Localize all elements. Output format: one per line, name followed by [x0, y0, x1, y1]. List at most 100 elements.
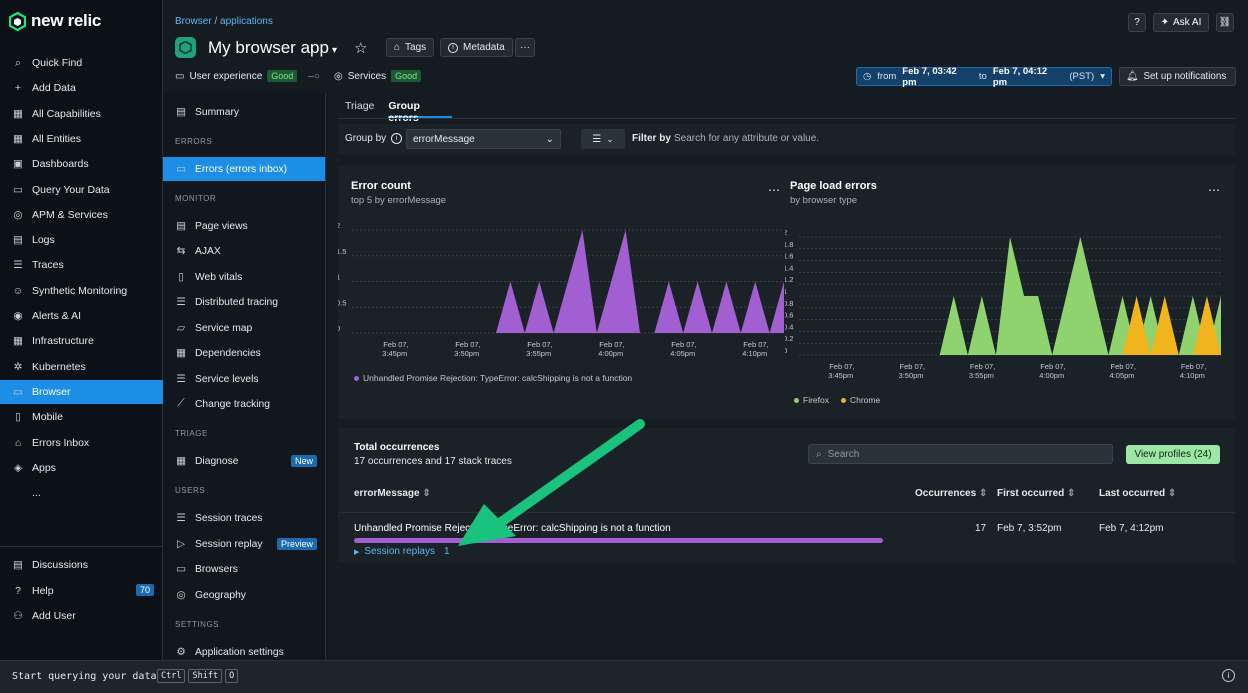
subnav-geography[interactable]: ◎ Geography: [176, 589, 246, 602]
ask-ai-button[interactable]: ✦ Ask AI: [1153, 13, 1209, 32]
nav-item-apm-services[interactable]: ◎ APM & Services: [0, 203, 163, 227]
subnav-service-map[interactable]: ▱ Service map: [163, 316, 325, 340]
column-header-occurrences[interactable]: Occurrences ⇕: [915, 488, 988, 499]
trend-icon: ⟋: [177, 398, 185, 409]
x-tick-label: Feb 07,: [599, 340, 624, 349]
tab-group-errors[interactable]: Group errors: [388, 100, 453, 124]
x-tick-label: Feb 07,: [527, 340, 552, 349]
info-icon[interactable]: i: [1222, 669, 1235, 682]
series-area-firefox[interactable]: [799, 237, 1221, 355]
nav-item-kubernetes[interactable]: ✲ Kubernetes: [0, 355, 163, 379]
filter-options-button[interactable]: ☰ ⌄: [581, 129, 625, 149]
alert-icon: ◉: [13, 310, 23, 322]
tags-button[interactable]: ⌂ Tags: [386, 38, 435, 57]
nav-item-mobile[interactable]: ▯ Mobile: [0, 405, 163, 429]
arrows-icon: ⇆: [176, 246, 186, 257]
column-header-errormessage[interactable]: errorMessage ⇕: [354, 488, 431, 499]
nav-item-discussions[interactable]: ▤ Discussions: [0, 553, 163, 577]
nav-item-dashboards[interactable]: ▣ Dashboards: [0, 152, 163, 176]
subnav-errors-inbox[interactable]: ▭ Errors (errors inbox): [163, 157, 325, 181]
favorite-star-icon[interactable]: ☆: [354, 40, 368, 57]
view-profiles-button[interactable]: View profiles (24): [1126, 445, 1220, 464]
series-area-chrome[interactable]: [799, 296, 1221, 355]
subnav-page-views[interactable]: ▤ Page views: [176, 220, 248, 233]
grid-icon: ▦: [13, 107, 23, 120]
nav-item-help[interactable]: ? Help 70: [0, 579, 163, 603]
help-circle-button[interactable]: ?: [1128, 13, 1146, 32]
nav-item-all-entities[interactable]: ▦ All Entities: [0, 127, 163, 151]
table-search-input[interactable]: ⌕ Search: [808, 444, 1113, 464]
nav-item-label: ...: [32, 487, 41, 500]
nav-item-quick-find[interactable]: ⌕ Quick Find: [0, 51, 163, 75]
subnav-application-settings[interactable]: ⚙ Application settings: [176, 646, 284, 659]
clock-icon: ◷: [863, 71, 872, 82]
subnav-session-replay[interactable]: ▷ Session replay Preview: [163, 532, 325, 556]
group-by-select[interactable]: errorMessage ⌄: [406, 129, 561, 149]
chart-menu-icon[interactable]: ⋯: [768, 183, 780, 197]
y-tick-label: 2: [338, 221, 340, 230]
x-tick-label: 3:50pm: [454, 349, 479, 358]
help-icon: ?: [1134, 17, 1140, 28]
chevron-down-icon[interactable]: ▾: [331, 45, 337, 56]
query-bar[interactable]: [0, 660, 1248, 693]
user-experience-status[interactable]: ▭ User experience Good –○: [175, 70, 320, 82]
app-title[interactable]: My browser app ▾: [208, 38, 337, 57]
subnav-ajax[interactable]: ⇆ AJAX: [176, 245, 221, 258]
nav-item-infrastructure[interactable]: ▦ Infrastructure: [0, 329, 163, 353]
nav-item-[interactable]: ...: [0, 481, 163, 505]
more-actions-button[interactable]: ···: [515, 38, 535, 57]
nav-divider: [0, 546, 163, 547]
nav-item-add-data[interactable]: + Add Data: [0, 76, 163, 100]
setup-notifications-button[interactable]: 🔔︎ Set up notifications: [1119, 67, 1236, 86]
info-icon[interactable]: i: [391, 133, 403, 144]
subnav-distributed-tracing[interactable]: ☰ Distributed tracing: [176, 296, 278, 309]
time-range-picker[interactable]: ◷ from Feb 7, 03:42 pm to Feb 7, 04:12 p…: [856, 66, 1112, 88]
column-header-last-occurred[interactable]: Last occurred ⇕: [1099, 488, 1177, 499]
diagnose-icon: ▦: [176, 456, 186, 467]
subnav-diagnose[interactable]: ▦ Diagnose New: [163, 449, 325, 473]
nav-item-browser[interactable]: ▭ Browser: [0, 379, 163, 404]
section-errors: ERRORS: [175, 137, 213, 146]
x-tick-label: Feb 07,: [1040, 362, 1065, 371]
series-area-unhandled-promise-rejection-typeerror-ca[interactable]: [352, 230, 784, 333]
nav-item-synthetic-monitoring[interactable]: ☺ Synthetic Monitoring: [0, 279, 163, 303]
column-header-first-occurred[interactable]: First occurred ⇕: [997, 488, 1076, 499]
nav-item-errors-inbox[interactable]: ⌂ Errors Inbox: [0, 431, 163, 455]
subnav-summary[interactable]: ▤ Summary: [176, 106, 240, 119]
filter-input[interactable]: Search for any attribute or value.: [674, 133, 820, 144]
nav-item-query-your-data[interactable]: ▭ Query Your Data: [0, 178, 163, 202]
breadcrumb-browser[interactable]: Browser: [175, 16, 212, 27]
table-row-message[interactable]: Unhandled Promise Rejection: TypeError: …: [354, 523, 671, 534]
subnav-change-tracking[interactable]: ⟋ Change tracking: [163, 392, 325, 416]
tab-divider: [338, 118, 1235, 119]
tab-bar: Triage Group errors: [345, 100, 453, 124]
nav-item-add-user[interactable]: ⚇ Add User: [0, 604, 163, 628]
nav-item-logs[interactable]: ▤ Logs: [0, 228, 163, 252]
tab-triage[interactable]: Triage: [345, 100, 375, 112]
copy-link-button[interactable]: ⛓: [1216, 13, 1234, 32]
table-row-occurrences: 17: [975, 523, 987, 534]
subnav-web-vitals[interactable]: ▯ Web vitals: [163, 265, 325, 289]
metadata-button[interactable]: i Metadata: [440, 38, 513, 57]
subnav-session-traces[interactable]: ☰ Session traces: [176, 512, 263, 525]
nav-item-alerts-ai[interactable]: ◉ Alerts & AI: [0, 304, 163, 328]
subnav-service-levels[interactable]: ☰ Service levels: [176, 373, 259, 386]
subnav-dependencies[interactable]: ▦ Dependencies: [176, 347, 261, 360]
nav-item-traces[interactable]: ☰ Traces: [0, 253, 163, 277]
breadcrumb-applications[interactable]: applications: [220, 16, 273, 27]
total-occurrences-title: Total occurrences: [354, 442, 440, 453]
subnav-browsers[interactable]: ▭ Browsers: [176, 563, 238, 576]
query-hint[interactable]: Start querying your data: [12, 671, 157, 682]
group-by-label: Group by i: [345, 133, 403, 144]
new-relic-logo[interactable]: new relic: [9, 11, 101, 31]
services-status[interactable]: ◎ Services Good: [334, 70, 422, 82]
inbox-icon: ⌂: [14, 436, 22, 449]
session-replays-toggle[interactable]: ▶ Session replays 1: [354, 546, 450, 557]
page-load-legend: Firefox Chrome: [794, 395, 880, 405]
new-relic-logo-icon: [9, 11, 26, 31]
nav-item-apps[interactable]: ◈ Apps: [0, 456, 163, 480]
x-tick-label: Feb 07,: [1111, 362, 1136, 371]
nav-item-all-capabilities[interactable]: ▦ All Capabilities: [0, 102, 163, 126]
chart-menu-icon[interactable]: ⋯: [1208, 183, 1220, 197]
